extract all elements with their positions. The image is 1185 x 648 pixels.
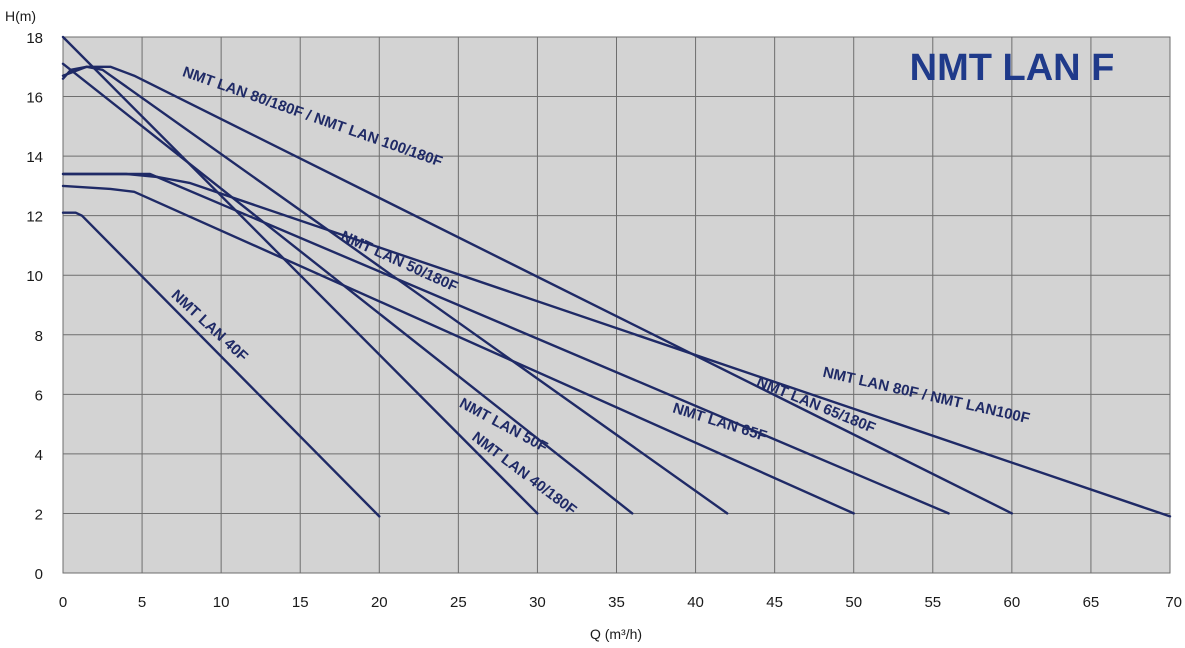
y-tick-label: 16 xyxy=(26,90,43,107)
x-tick-labels: 0 5 10 15 20 25 30 35 40 45 50 55 60 65 70 xyxy=(59,594,1182,611)
x-tick-label: 35 xyxy=(608,594,625,611)
x-tick-label: 20 xyxy=(371,594,388,611)
y-tick-labels: 0 2 4 6 8 10 12 14 16 18 xyxy=(26,30,43,583)
curve-series-8 xyxy=(61,172,1172,518)
curve-series-3 xyxy=(61,62,634,515)
x-axis-label: Q (m³/h) xyxy=(590,626,642,642)
y-tick-label: 0 xyxy=(35,566,43,583)
x-tick-label: 55 xyxy=(924,594,941,611)
x-tick-label: 15 xyxy=(292,594,309,611)
x-tick-label: 0 xyxy=(59,594,67,611)
y-tick-label: 10 xyxy=(26,268,43,285)
y-tick-label: 12 xyxy=(26,209,43,226)
x-tick-label: 70 xyxy=(1165,594,1182,611)
x-tick-label: 30 xyxy=(529,594,546,611)
y-tick-label: 2 xyxy=(35,506,43,523)
y-tick-label: 8 xyxy=(35,328,43,345)
x-tick-label: 60 xyxy=(1004,594,1021,611)
curve-series-1 xyxy=(61,211,381,518)
chart-title: NMT LAN F xyxy=(910,47,1115,89)
grid-lines xyxy=(63,37,1170,573)
x-tick-label: 65 xyxy=(1083,594,1100,611)
y-axis-label: H(m) xyxy=(5,8,36,24)
x-tick-label: 10 xyxy=(213,594,230,611)
y-tick-label: 18 xyxy=(26,30,43,47)
curve-series-5 xyxy=(61,184,855,515)
curve-series-7 xyxy=(61,65,1014,515)
y-tick-label: 6 xyxy=(35,387,43,404)
x-tick-label: 5 xyxy=(138,594,146,611)
y-tick-label: 14 xyxy=(26,149,43,166)
x-tick-label: 40 xyxy=(687,594,704,611)
x-tick-label: 25 xyxy=(450,594,467,611)
curve-series-2 xyxy=(61,35,539,515)
x-tick-label: 50 xyxy=(845,594,862,611)
x-tick-label: 45 xyxy=(766,594,783,611)
y-tick-label: 4 xyxy=(35,447,43,464)
pump-curves xyxy=(61,35,1172,518)
